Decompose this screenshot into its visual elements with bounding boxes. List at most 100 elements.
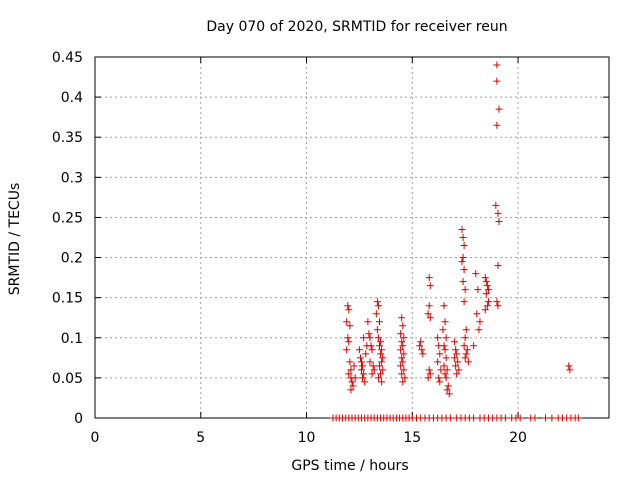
- data-point: [418, 346, 426, 354]
- data-point: [397, 346, 405, 354]
- data-points: [329, 61, 582, 422]
- data-point: [398, 338, 406, 346]
- data-point: [474, 286, 482, 294]
- x-tick-label: 10: [298, 430, 316, 446]
- data-point: [482, 278, 490, 286]
- data-point: [398, 370, 406, 378]
- data-point: [483, 282, 491, 290]
- data-point: [442, 374, 450, 382]
- data-point: [368, 370, 376, 378]
- data-point: [373, 298, 381, 306]
- data-point: [345, 338, 353, 346]
- data-point: [452, 346, 460, 354]
- data-point: [358, 366, 366, 374]
- data-point: [400, 334, 408, 342]
- data-point: [455, 366, 463, 374]
- data-point: [475, 326, 483, 334]
- data-point: [434, 358, 442, 366]
- data-point: [425, 366, 433, 374]
- data-point: [419, 350, 427, 358]
- data-point: [347, 386, 355, 394]
- data-point: [400, 366, 408, 374]
- data-point: [374, 374, 382, 382]
- data-point: [399, 322, 407, 330]
- data-point: [574, 414, 582, 422]
- data-point: [397, 330, 405, 338]
- grid: [95, 57, 609, 418]
- data-point: [542, 414, 550, 422]
- data-point: [377, 370, 385, 378]
- data-point: [377, 338, 385, 346]
- data-point: [350, 362, 358, 370]
- data-point: [349, 382, 357, 390]
- data-point: [444, 382, 452, 390]
- data-point: [359, 374, 367, 382]
- data-point: [377, 350, 385, 358]
- data-point: [368, 346, 376, 354]
- data-point: [360, 370, 368, 378]
- data-point: [345, 306, 353, 314]
- data-point: [452, 362, 460, 370]
- data-point: [397, 362, 405, 370]
- y-axis-label: SRMTID / TECUs: [7, 183, 23, 296]
- data-point: [476, 318, 484, 326]
- data-point: [375, 342, 383, 350]
- data-point: [460, 242, 468, 250]
- data-point: [460, 266, 468, 274]
- data-point: [434, 334, 442, 342]
- data-point: [441, 318, 449, 326]
- data-point: [358, 358, 366, 366]
- data-point: [458, 258, 466, 266]
- data-point: [346, 322, 354, 330]
- data-point: [355, 346, 363, 354]
- data-point: [379, 366, 387, 374]
- data-point: [378, 346, 386, 354]
- data-point: [470, 414, 478, 422]
- data-point: [361, 378, 369, 386]
- data-point: [462, 326, 470, 334]
- y-tick-label: 0.2: [61, 251, 83, 267]
- data-point: [483, 302, 491, 310]
- data-point: [470, 342, 478, 350]
- data-point: [531, 414, 539, 422]
- data-point: [400, 350, 408, 358]
- data-point: [481, 274, 489, 282]
- data-point: [425, 302, 433, 310]
- data-point: [459, 278, 467, 286]
- y-tick-label: 0.25: [52, 210, 83, 226]
- data-point: [495, 105, 503, 113]
- y-tick-label: 0.15: [52, 291, 83, 307]
- data-point: [460, 342, 468, 350]
- data-point: [440, 302, 448, 310]
- data-point: [345, 370, 353, 378]
- data-point: [443, 366, 451, 374]
- data-point: [440, 362, 448, 370]
- data-point: [379, 354, 387, 362]
- data-point: [481, 306, 489, 314]
- data-point: [493, 121, 501, 129]
- data-point: [343, 318, 351, 326]
- data-point: [459, 234, 467, 241]
- y-tick-label: 0: [74, 411, 83, 427]
- data-point: [348, 378, 356, 386]
- data-point: [441, 370, 449, 378]
- y-tick-label: 0.1: [61, 331, 83, 347]
- data-point: [398, 314, 406, 322]
- data-point: [493, 61, 501, 69]
- data-point: [398, 354, 406, 362]
- data-point: [442, 334, 450, 342]
- data-point: [375, 362, 383, 370]
- data-point: [364, 318, 372, 326]
- data-point: [344, 302, 352, 310]
- data-point: [494, 209, 502, 217]
- data-point: [437, 366, 445, 374]
- data-point: [351, 374, 359, 382]
- data-point: [464, 358, 472, 366]
- data-point: [442, 354, 450, 362]
- data-point: [365, 330, 373, 338]
- data-point: [436, 378, 444, 386]
- x-tick-label: 20: [509, 430, 527, 446]
- data-point: [453, 370, 461, 378]
- data-point: [424, 310, 432, 318]
